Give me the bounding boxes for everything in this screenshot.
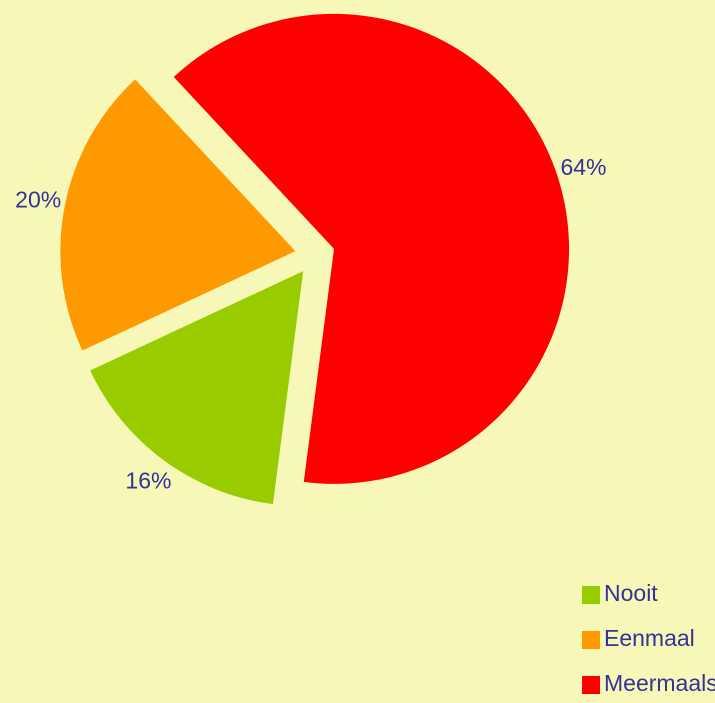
legend-label: Meermaals (604, 670, 715, 696)
pie-slice (60, 79, 296, 351)
pie-slice (90, 271, 304, 505)
legend-swatch (582, 676, 600, 694)
pie-slice (173, 13, 570, 484)
data-label: 64% (560, 154, 606, 180)
data-label: 16% (125, 468, 171, 494)
legend-label: Eenmaal (604, 625, 695, 651)
legend-swatch (582, 586, 600, 604)
legend-label: Nooit (604, 580, 658, 606)
data-label: 20% (15, 186, 61, 212)
legend-swatch (582, 631, 600, 649)
